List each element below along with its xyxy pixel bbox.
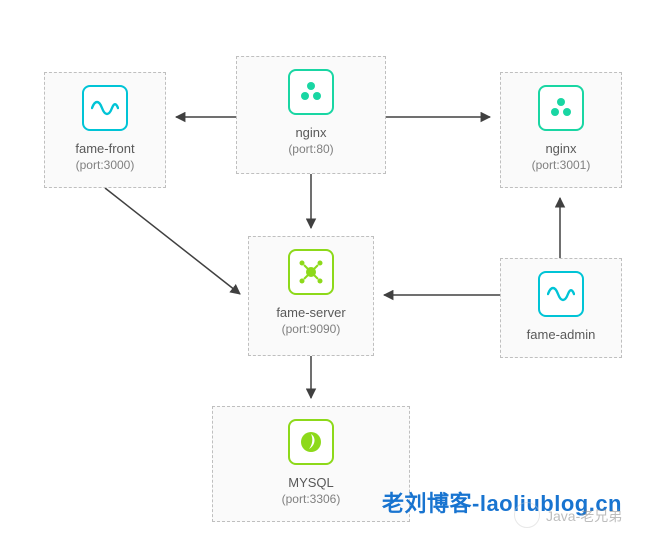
node-sublabel: (port:80): [288, 142, 333, 158]
node-label: fame-admin: [527, 327, 596, 344]
node-fame-server: fame-server (port:9090): [248, 236, 374, 356]
cluster-icon: [288, 69, 334, 115]
node-fame-front: fame-front (port:3000): [44, 72, 166, 188]
watermark-avatar-icon: [514, 502, 540, 528]
watermark-secondary: Java-老兄弟: [546, 506, 622, 526]
leaf-icon: [288, 419, 334, 465]
node-nginx-3001: nginx (port:3001): [500, 72, 622, 188]
node-sublabel: (port:3306): [282, 492, 341, 508]
node-sublabel: (port:9090): [282, 322, 341, 338]
wave-icon: [82, 85, 128, 131]
node-label: fame-front: [75, 141, 134, 158]
node-mysql: MYSQL (port:3306): [212, 406, 410, 522]
node-sublabel: (port:3000): [76, 158, 135, 174]
node-label: nginx: [295, 125, 326, 142]
node-label: MYSQL: [288, 475, 334, 492]
node-label: fame-server: [276, 305, 345, 322]
network-icon: [288, 249, 334, 295]
node-label: nginx: [545, 141, 576, 158]
wave-icon: [538, 271, 584, 317]
cluster-icon: [538, 85, 584, 131]
edge-famefront-fameserver: [105, 188, 240, 294]
node-nginx-80: nginx (port:80): [236, 56, 386, 174]
node-fame-admin: fame-admin: [500, 258, 622, 358]
node-sublabel: (port:3001): [532, 158, 591, 174]
